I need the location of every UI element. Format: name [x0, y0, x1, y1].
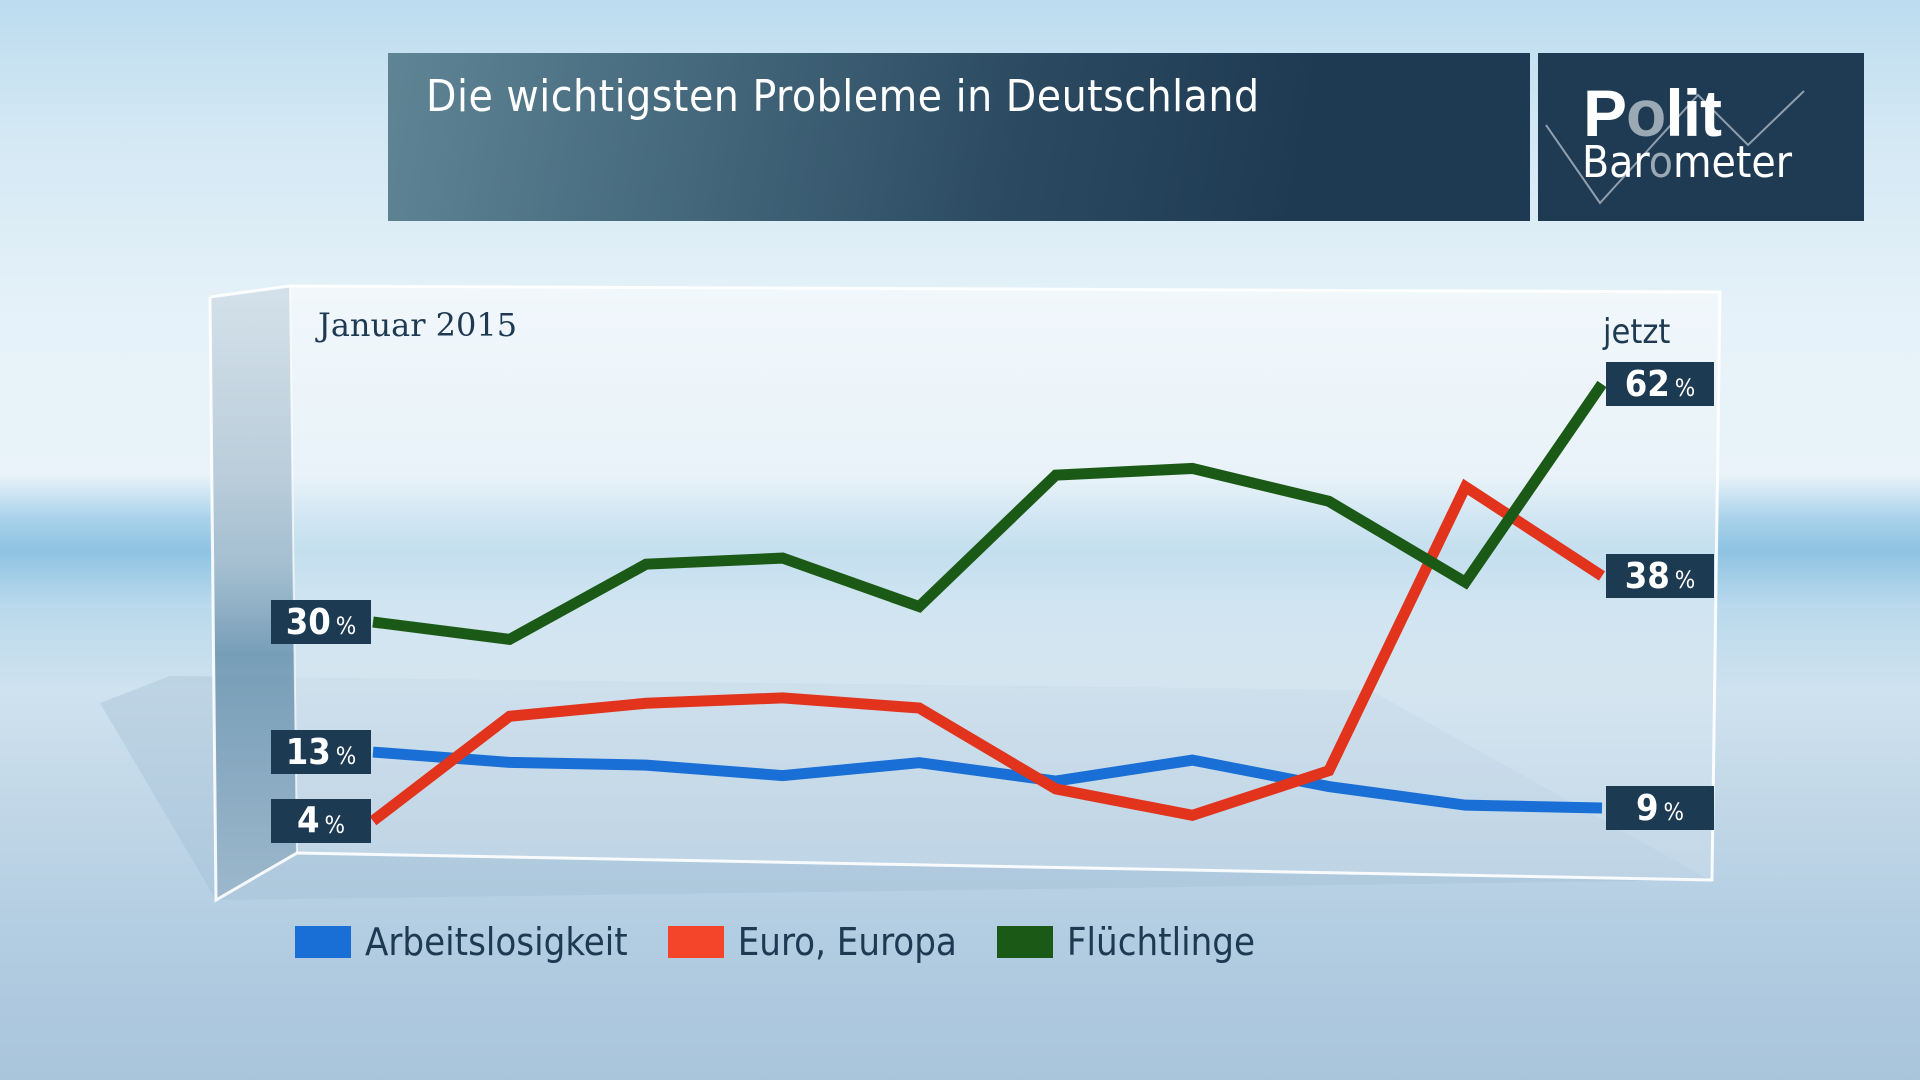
x-end-label: jetzt — [1603, 312, 1671, 352]
percent-sign: % — [1674, 566, 1696, 594]
legend-item-arbeitslosigkeit: Arbeitslosigkeit — [295, 920, 628, 964]
legend-item-fluechtlinge: Flüchtlinge — [996, 920, 1255, 964]
legend-swatch — [996, 926, 1053, 958]
percent-sign: % — [335, 742, 357, 771]
checkmark-icon — [1545, 90, 1805, 205]
x-start-label: Januar 2015 — [318, 306, 518, 344]
series-layer — [369, 380, 1607, 826]
back-wall — [290, 286, 1720, 880]
percent-sign: % — [324, 810, 346, 839]
legend-label: Arbeitslosigkeit — [365, 920, 628, 964]
end-value-badge-flüchtlinge: 62% — [1606, 362, 1714, 406]
start-value-badge-flüchtlinge: 30% — [271, 600, 371, 644]
percent-sign: % — [1674, 374, 1696, 402]
title-bar: Die wichtigsten Probleme in Deutschland — [388, 53, 1530, 221]
end-value-badge-arbeitslosigkeit: 9% — [1606, 786, 1714, 830]
series-line-euro-europa — [369, 478, 1606, 826]
series-line-arbeitslosigkeit — [372, 746, 1603, 814]
end-value-badge-euro-europa: 38% — [1606, 554, 1714, 598]
logo-text-barometer: Barometer — [1582, 137, 1793, 188]
legend: Arbeitslosigkeit Euro, Europa Flüchtling… — [295, 920, 1295, 964]
series-line-flüchtlinge — [372, 380, 1607, 646]
value-number: 30 — [285, 601, 331, 643]
legend-item-euro-europa: Euro, Europa — [667, 920, 957, 964]
value-number: 62 — [1624, 363, 1670, 405]
politbarometer-logo: Polit Barometer — [1538, 53, 1864, 221]
legend-swatch — [295, 926, 351, 958]
start-value-badge-arbeitslosigkeit: 13% — [271, 730, 371, 775]
value-number: 13 — [285, 731, 331, 773]
value-number: 9 — [1635, 787, 1659, 829]
percent-sign: % — [1663, 798, 1685, 826]
value-number: 4 — [296, 800, 320, 842]
legend-label: Flüchtlinge — [1066, 920, 1255, 964]
percent-sign: % — [335, 612, 357, 640]
chart-title: Die wichtigsten Probleme in Deutschland — [426, 71, 1260, 122]
legend-label: Euro, Europa — [737, 920, 957, 964]
logo-text-polit: Polit — [1583, 76, 1722, 150]
value-number: 38 — [1624, 555, 1670, 597]
start-value-badge-euro-europa: 4% — [271, 798, 371, 843]
legend-swatch — [667, 926, 724, 958]
